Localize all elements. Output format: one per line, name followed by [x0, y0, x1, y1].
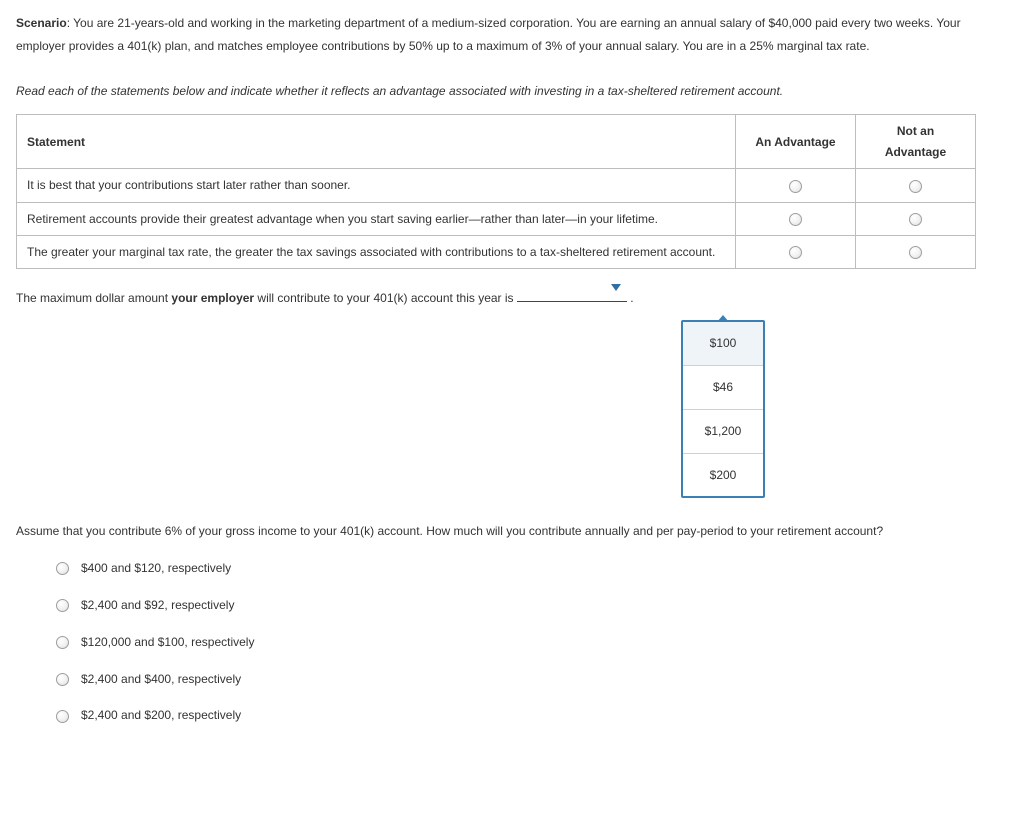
radio-advantage[interactable]: [789, 213, 802, 226]
dropdown-option[interactable]: $100: [683, 322, 763, 366]
fill-pre: The maximum dollar amount: [16, 291, 171, 305]
radio-option[interactable]: [56, 710, 69, 723]
mc-option-label: $400 and $120, respectively: [81, 561, 231, 575]
radio-option[interactable]: [56, 599, 69, 612]
table-row: The greater your marginal tax rate, the …: [17, 235, 976, 268]
mc-option-label: $2,400 and $400, respectively: [81, 672, 241, 686]
radio-not-advantage[interactable]: [909, 180, 922, 193]
radio-option[interactable]: [56, 562, 69, 575]
mc-option-list: $400 and $120, respectively $2,400 and $…: [16, 557, 1005, 727]
th-statement: Statement: [17, 115, 736, 169]
mc-option[interactable]: $2,400 and $92, respectively: [56, 594, 1005, 617]
mc-option[interactable]: $2,400 and $400, respectively: [56, 668, 1005, 691]
mc-option-label: $120,000 and $100, respectively: [81, 635, 254, 649]
scenario-text: : You are 21-years-old and working in th…: [16, 16, 961, 53]
mc-option-label: $2,400 and $200, respectively: [81, 708, 241, 722]
radio-advantage[interactable]: [789, 180, 802, 193]
radio-not-advantage[interactable]: [909, 213, 922, 226]
table-row: Retirement accounts provide their greate…: [17, 202, 976, 235]
fill-tail: .: [627, 291, 634, 305]
dropdown-option[interactable]: $46: [683, 366, 763, 410]
th-not-advantage: Not an Advantage: [856, 115, 976, 169]
statement-cell: Retirement accounts provide their greate…: [17, 202, 736, 235]
dropdown-field[interactable]: [517, 288, 627, 302]
th-advantage: An Advantage: [736, 115, 856, 169]
dropdown-option[interactable]: $200: [683, 454, 763, 497]
fill-in-sentence: The maximum dollar amount your employer …: [16, 287, 1005, 310]
mc-option-label: $2,400 and $92, respectively: [81, 598, 234, 612]
statement-cell: It is best that your contributions start…: [17, 169, 736, 202]
dropdown-option[interactable]: $1,200: [683, 410, 763, 454]
statement-cell: The greater your marginal tax rate, the …: [17, 235, 736, 268]
table-row: It is best that your contributions start…: [17, 169, 976, 202]
scenario-paragraph: Scenario: You are 21-years-old and worki…: [16, 12, 1005, 58]
radio-option[interactable]: [56, 636, 69, 649]
chevron-down-icon[interactable]: [611, 284, 621, 291]
mc-option[interactable]: $2,400 and $200, respectively: [56, 704, 1005, 727]
dropdown-pointer-icon: [717, 315, 729, 322]
scenario-label: Scenario: [16, 16, 67, 30]
radio-not-advantage[interactable]: [909, 246, 922, 259]
question-2-text: Assume that you contribute 6% of your gr…: [16, 520, 1005, 543]
fill-post: will contribute to your 401(k) account t…: [254, 291, 517, 305]
fill-bold: your employer: [171, 291, 254, 305]
instructions-text: Read each of the statements below and in…: [16, 80, 1005, 103]
advantage-table: Statement An Advantage Not an Advantage …: [16, 114, 976, 269]
radio-advantage[interactable]: [789, 246, 802, 259]
mc-option[interactable]: $400 and $120, respectively: [56, 557, 1005, 580]
radio-option[interactable]: [56, 673, 69, 686]
mc-option[interactable]: $120,000 and $100, respectively: [56, 631, 1005, 654]
dropdown-menu[interactable]: $100 $46 $1,200 $200: [681, 320, 765, 498]
